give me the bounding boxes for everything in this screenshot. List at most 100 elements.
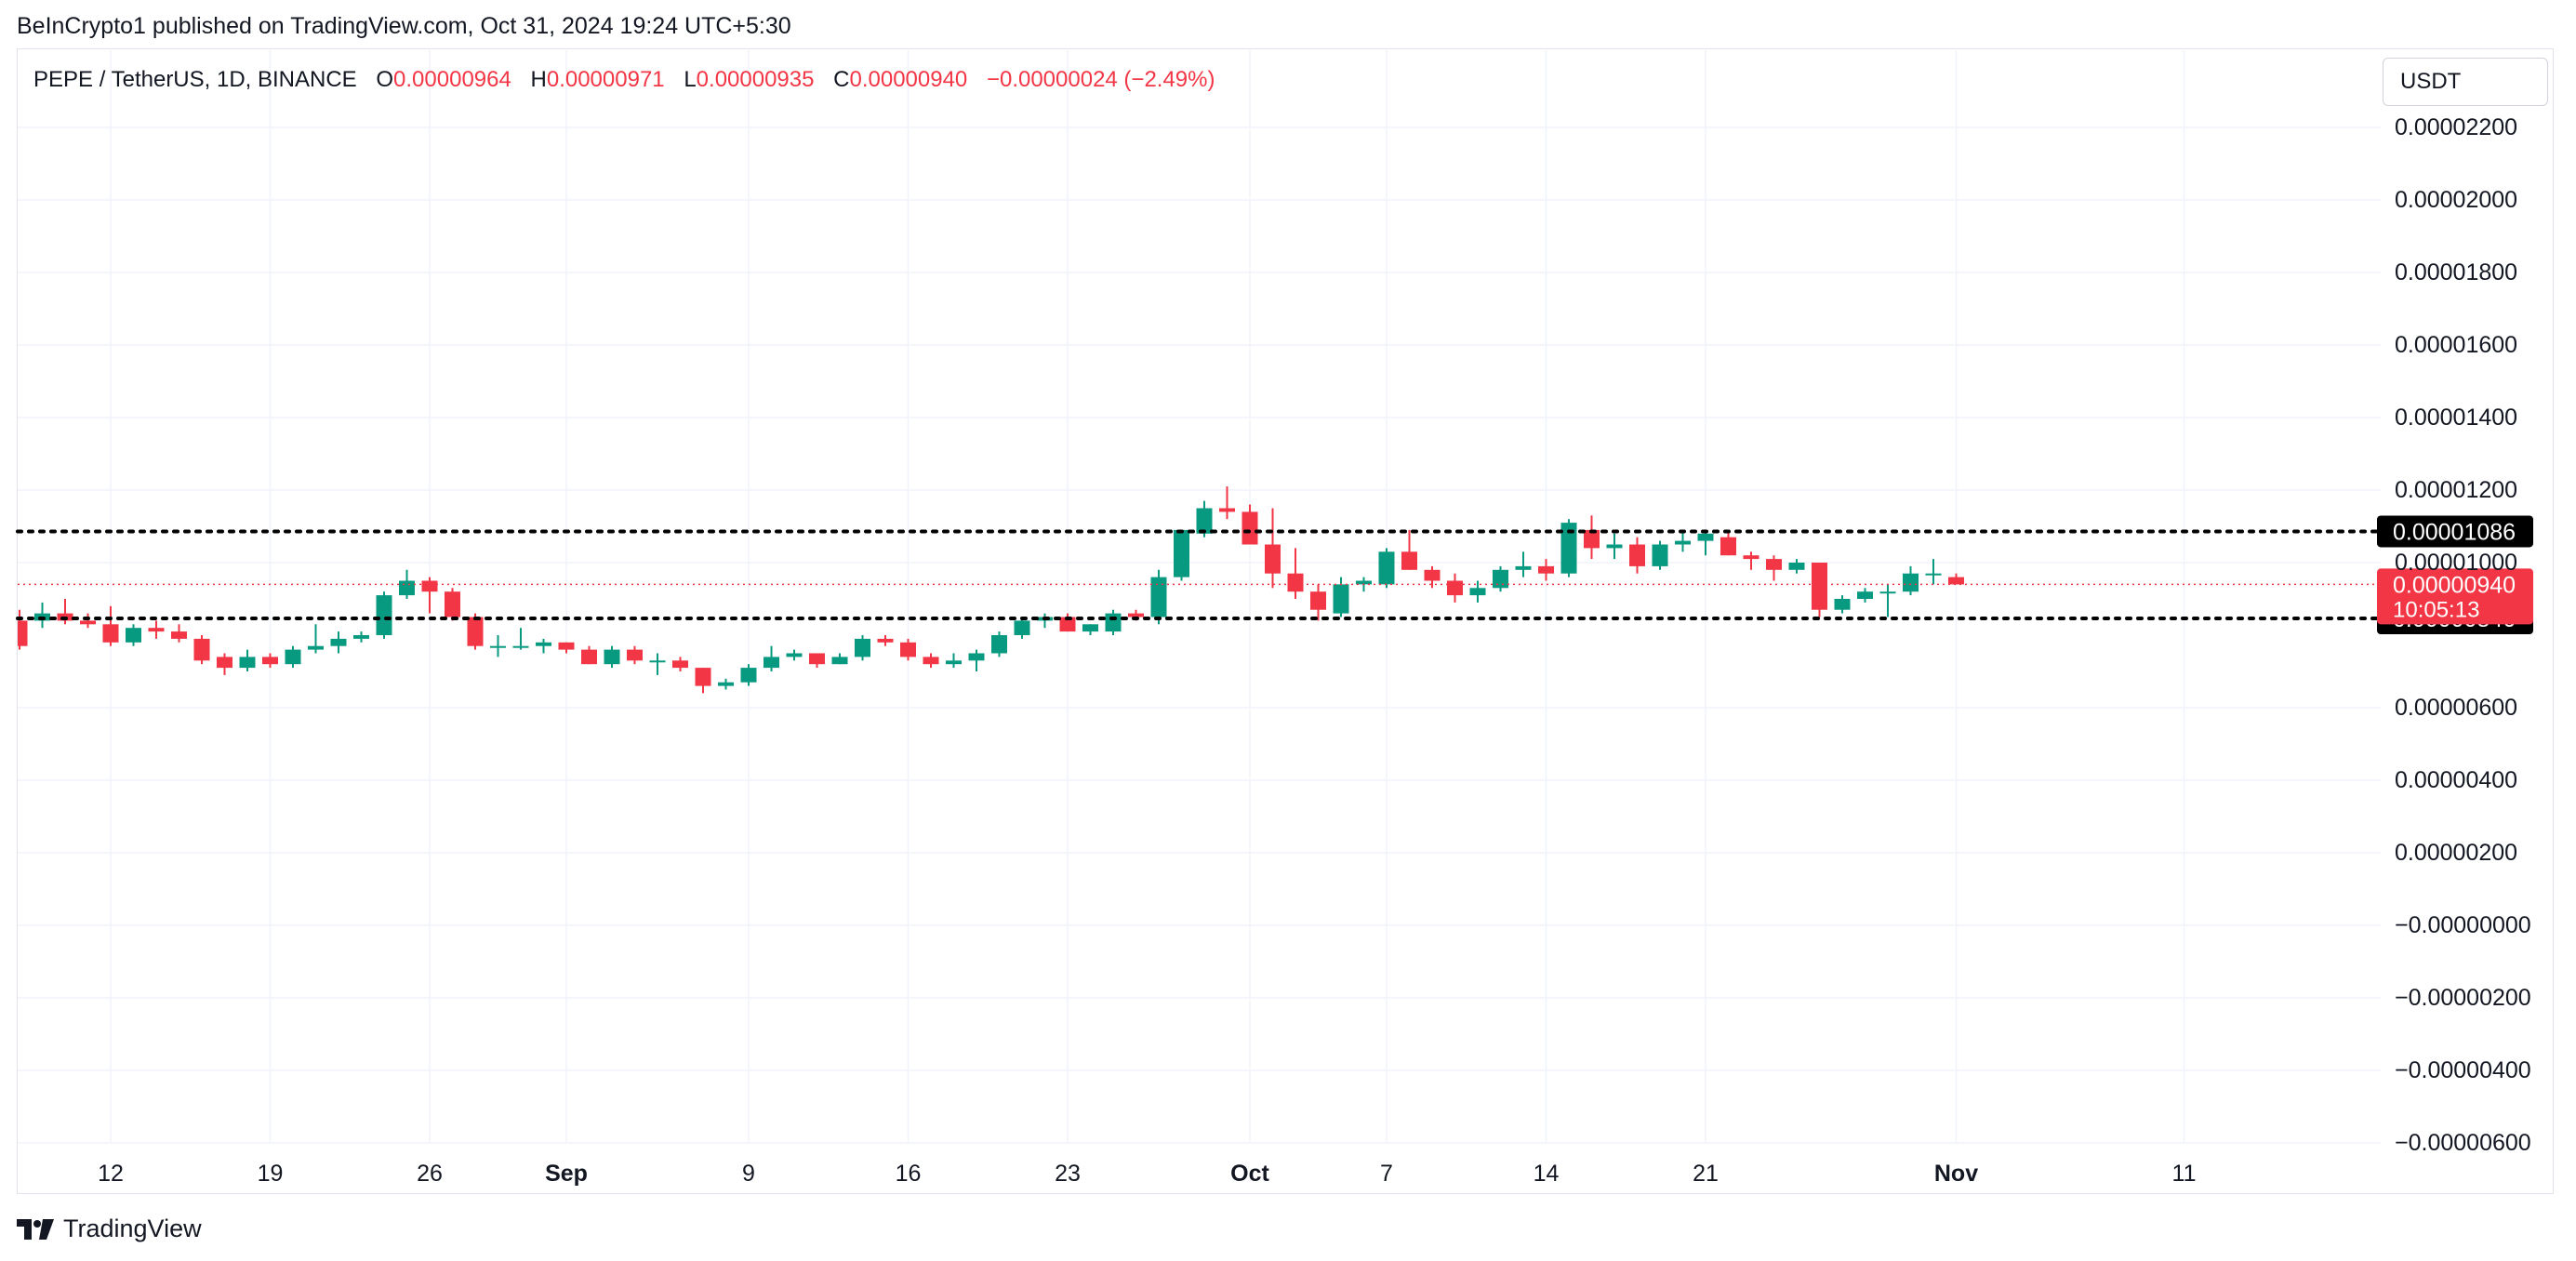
candle-body [445,591,460,617]
candle-body [1515,565,1532,570]
candle-body [467,617,484,646]
candle-body [946,660,962,665]
candle-up [1903,565,1919,596]
x-tick-label: 14 [1534,1161,1560,1187]
candle-up [285,645,301,669]
candle-down [627,645,643,665]
candle-body [148,628,165,632]
candle-body [1150,577,1167,617]
brand-label: TradingView [63,1215,202,1242]
candle-down [900,638,916,661]
candle-down [1287,548,1304,599]
candle-down [877,635,894,646]
candle-body [1447,580,1463,596]
candle-up [1174,529,1189,581]
candle-down [80,613,96,629]
candle-down [1720,529,1736,556]
candle-up [604,645,620,669]
x-tick-label: 21 [1693,1161,1719,1187]
candle-up [831,653,848,665]
x-tick-label: 11 [2172,1161,2197,1187]
y-tick-label: −0.00000600 [2395,1130,2531,1156]
symbol-legend: PEPE / TetherUS, 1D, BINANCE O0.00000964… [33,67,1215,93]
candle-down [923,653,939,669]
candle-up [740,664,757,686]
level-label: 0.00001086 [2393,519,2516,545]
candle-body [809,653,825,665]
candle-down [1059,613,1076,632]
candle-body [1059,617,1076,632]
x-tick-label: 19 [258,1161,284,1187]
candle-body [558,642,575,650]
candle-body [1082,624,1098,632]
candle-body [1538,565,1554,574]
candle-body [399,580,415,596]
candle-body [900,642,916,657]
y-tick-label: −0.00000000 [2395,912,2531,938]
candle-body [1287,573,1304,592]
candle-up [1925,559,1942,585]
candle-down [1242,504,1258,545]
candle-body [1401,551,1417,570]
candle-body [1128,613,1144,617]
candle-body [262,657,278,665]
candle-body [308,645,324,650]
candle-up [1037,613,1053,629]
candle-body [102,624,119,643]
candle-down [672,657,688,671]
candle-up [239,649,256,671]
candle-body [353,635,369,639]
level-badge [2377,515,2533,548]
candle-body [536,642,551,646]
candle-body [1629,544,1645,566]
candle-body [512,645,529,648]
candle-body [1356,580,1372,585]
candle-body [193,638,210,661]
candle-up [1788,559,1805,574]
candle-down [148,620,165,639]
tradingview-brand[interactable]: TradingView [17,1215,202,1243]
candle-body [1219,508,1235,512]
y-tick-label: 0.00000400 [2395,767,2517,793]
candle-down [1401,529,1417,570]
candle-body [1424,569,1441,581]
candle-up [764,645,779,671]
candle-up [126,624,141,646]
candle-body [786,653,803,657]
candle-body [1174,529,1189,577]
symbol-title: PEPE / TetherUS, 1D, BINANCE [33,67,357,92]
last-price-badge [2377,568,2533,625]
candle-down [1310,584,1326,621]
y-tick-label: 0.00000200 [2395,840,2517,866]
candle-up [536,638,551,654]
candle-body [1584,529,1600,549]
candle-down [1812,563,1827,617]
candle-layer [18,486,1964,694]
candle-body [490,645,506,648]
candle-down [262,653,278,669]
published-caption: BeInCrypto1 published on TradingView.com… [17,13,791,39]
x-tick-label: 26 [417,1161,443,1187]
candle-down [1447,573,1463,603]
candle-down [1766,555,1782,581]
candle-body [285,649,301,665]
candle-body [991,635,1007,654]
candle-body [740,668,757,683]
candle-up [1834,595,1851,614]
candle-body [1812,563,1827,610]
candle-body [1675,540,1691,545]
currency-button[interactable]: USDT [2383,58,2548,106]
candle-up [718,678,734,690]
candle-down [809,653,825,669]
candle-up [399,569,415,599]
candle-body [718,682,734,686]
low-key: L [684,67,697,92]
x-tick-label: Nov [1934,1161,1978,1187]
candle-body [1879,591,1896,594]
candle-body [1766,559,1782,570]
candle-body [764,657,779,669]
candle-up [1879,584,1896,617]
candle-down [193,635,210,665]
candle-down [217,653,232,675]
